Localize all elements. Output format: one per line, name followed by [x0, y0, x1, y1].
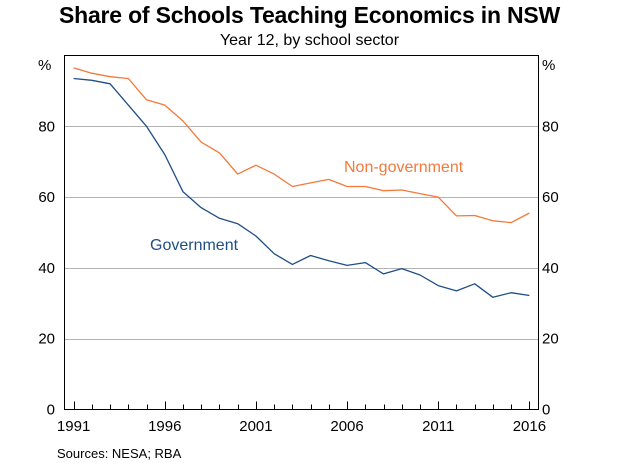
x-tick-label: 1991 [57, 418, 90, 435]
x-tick-label: 2016 [513, 418, 546, 435]
x-tick-label: 2006 [330, 418, 363, 435]
y-tick-label-right: 20 [542, 331, 559, 348]
y-tick-label-right: 80 [542, 118, 559, 135]
y-tick-label-left: 20 [38, 331, 55, 348]
series-line-government [73, 77, 530, 298]
plot-frame [64, 55, 539, 410]
chart-title: Share of Schools Teaching Economics in N… [58, 2, 561, 28]
chart-subtitle: Year 12, by school sector [219, 32, 400, 49]
series-label-non-government: Non-government [344, 159, 464, 176]
axis-labels: % % 0 0 20 20 40 40 60 60 80 80 1991 1996 2001 2006 20… [38, 57, 559, 435]
series-line-non-government [73, 67, 530, 224]
y-tick-label-right: 40 [542, 260, 559, 277]
x-tick-label: 2001 [239, 418, 272, 435]
series-lines [73, 67, 530, 298]
y-tick-label-left: 80 [38, 118, 55, 135]
y-tick-label-right: 0 [542, 402, 550, 419]
x-tick-label: 1996 [148, 418, 181, 435]
series-label-government: Government [150, 237, 239, 254]
y-axis-unit-right: % [542, 57, 555, 74]
gridlines [64, 126, 539, 340]
axis-ticks [74, 401, 530, 410]
y-tick-label-left: 40 [38, 260, 55, 277]
chart-sources: Sources: NESA; RBA [57, 446, 182, 461]
y-tick-label-left: 60 [38, 189, 55, 206]
y-tick-label-right: 60 [542, 189, 559, 206]
x-tick-label: 2011 [422, 418, 454, 435]
y-tick-label-left: 0 [47, 402, 55, 419]
y-axis-unit-left: % [38, 57, 51, 74]
